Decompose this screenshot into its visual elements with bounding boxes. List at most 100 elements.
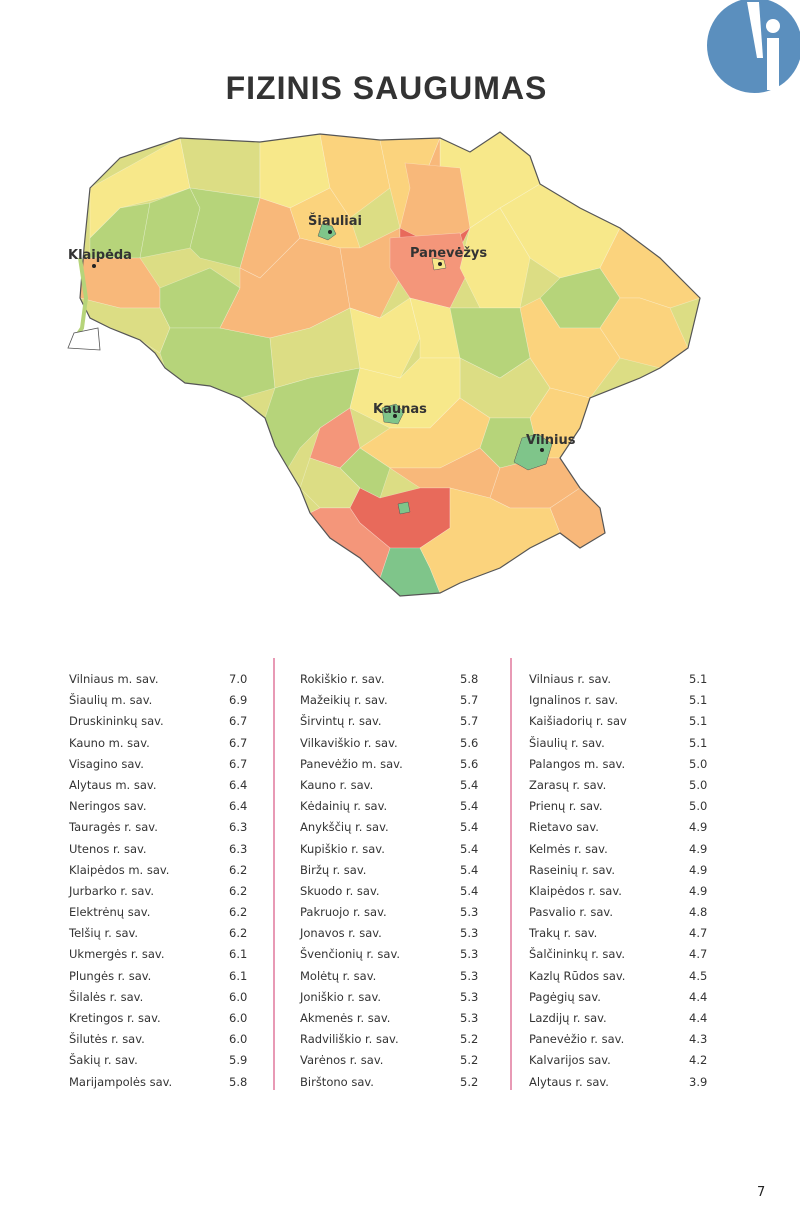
municipality-score: 5.4	[460, 883, 479, 898]
municipality-score: 4.9	[689, 862, 708, 877]
table-row: Mažeikių r. sav. 5.7	[300, 690, 480, 711]
municipality-score: 6.3	[229, 841, 248, 856]
municipality-score: 6.2	[229, 883, 248, 898]
table-row: Trakų r. sav. 4.7	[529, 923, 709, 944]
municipality-name: Neringos sav.	[69, 799, 147, 814]
municipality-name: Zarasų r. sav.	[529, 777, 607, 792]
table-row: Visagino sav. 6.7	[69, 754, 249, 775]
municipality-score: 4.7	[689, 926, 708, 941]
municipality-name: Tauragės r. sav.	[69, 820, 158, 835]
table-row: Biržų r. sav. 5.4	[300, 860, 480, 881]
municipality-score: 6.7	[229, 735, 248, 750]
table-row: Alytaus m. sav. 6.4	[69, 775, 249, 796]
municipality-name: Joniškio r. sav.	[300, 989, 382, 1004]
municipality-name: Švenčionių r. sav.	[300, 947, 401, 962]
municipality-score: 5.4	[460, 777, 479, 792]
municipality-score: 3.9	[689, 1074, 708, 1089]
municipality-score: 6.2	[229, 926, 248, 941]
table-row: Prienų r. sav. 5.0	[529, 796, 709, 817]
city-label-kaunas: Kaunas	[373, 402, 427, 417]
municipality-name: Šakių r. sav.	[69, 1053, 138, 1068]
table-row: Klaipėdos r. sav. 4.9	[529, 881, 709, 902]
table-row: Vilniaus r. sav. 5.1	[529, 669, 709, 690]
municipality-name: Rietavo sav.	[529, 820, 599, 835]
table-row: Kretingos r. sav. 6.0	[69, 1008, 249, 1029]
municipality-name: Pakruojo r. sav.	[300, 905, 387, 920]
ranking-column-2: Rokiškio r. sav. 5.8 Mažeikių r. sav. 5.7 Ši…	[300, 669, 480, 1093]
logo-icon	[707, 0, 800, 93]
municipality-name: Klaipėdos m. sav.	[69, 862, 170, 877]
table-row: Švenčionių r. sav. 5.3	[300, 944, 480, 965]
municipality-name: Kauno r. sav.	[300, 777, 374, 792]
table-row: Druskininkų sav. 6.7	[69, 711, 249, 732]
table-row: Rietavo sav. 4.9	[529, 817, 709, 838]
municipality-score: 5.1	[689, 693, 708, 708]
table-row: Lazdijų r. sav. 4.4	[529, 1008, 709, 1029]
ranking-column-1: Vilniaus m. sav. 7.0 Šiaulių m. sav. 6.9 Dru…	[69, 669, 249, 1093]
municipality-name: Pasvalio r. sav.	[529, 905, 613, 920]
municipality-score: 6.3	[229, 820, 248, 835]
table-row: Šiaulių m. sav. 6.9	[69, 690, 249, 711]
page-title: FIZINIS SAUGUMAS	[225, 70, 548, 106]
city-dot-klaipeda	[92, 264, 96, 268]
municipality-name: Kelmės r. sav.	[529, 841, 608, 856]
municipality-name: Kėdainių r. sav.	[300, 799, 388, 814]
municipality-name: Kretingos r. sav.	[69, 1011, 161, 1025]
table-row: Radviliškio r. sav. 5.2	[300, 1029, 480, 1050]
municipality-score: 6.0	[229, 989, 248, 1004]
municipality-score: 5.1	[689, 672, 708, 686]
municipality-score: 6.1	[229, 968, 248, 983]
municipality-score: 5.4	[460, 841, 479, 856]
municipality-score: 5.0	[689, 756, 708, 771]
municipality-name: Marijampolės sav.	[69, 1074, 173, 1089]
municipality-name: Klaipėdos r. sav.	[529, 883, 622, 898]
municipality-name: Telšių r. sav.	[69, 926, 139, 941]
municipality-name: Utenos r. sav.	[69, 841, 147, 856]
city-label-panevezys: Panevėžys	[410, 246, 487, 261]
table-row: Birštono sav. 5.2	[300, 1072, 480, 1093]
municipality-score: 5.3	[460, 968, 479, 983]
table-row: Alytaus r. sav. 3.9	[529, 1072, 709, 1093]
municipality-name: Jonavos r. sav.	[300, 926, 382, 941]
municipality-name: Šiaulių r. sav.	[529, 735, 605, 750]
table-row: Marijampolės sav. 5.8	[69, 1072, 249, 1093]
municipality-name: Panevėžio r. sav.	[529, 1032, 625, 1047]
municipality-name: Molėtų r. sav.	[300, 968, 377, 983]
municipality-name: Panevėžio m. sav.	[300, 756, 403, 771]
municipality-name: Kaišiadorių r. sav	[529, 714, 627, 729]
municipality-score: 6.4	[229, 799, 248, 814]
table-row: Ignalinos r. sav. 5.1	[529, 690, 709, 711]
municipality-name: Vilniaus r. sav.	[529, 672, 612, 686]
municipality-name: Vilniaus m. sav.	[69, 672, 159, 686]
table-row: Utenos r. sav. 6.3	[69, 839, 249, 860]
municipality-name: Akmenės r. sav.	[300, 1011, 391, 1025]
municipality-score: 4.8	[689, 905, 708, 920]
table-row: Anykščių r. sav. 5.4	[300, 817, 480, 838]
table-row: Raseinių r. sav. 4.9	[529, 860, 709, 881]
table-row: Skuodo r. sav. 5.4	[300, 881, 480, 902]
municipality-score: 4.7	[689, 947, 708, 962]
municipality-score: 6.7	[229, 714, 248, 729]
municipality-name: Birštono sav.	[300, 1074, 374, 1089]
table-row: Jonavos r. sav. 5.3	[300, 923, 480, 944]
municipality-score: 5.7	[460, 693, 479, 708]
municipality-name: Varėnos r. sav.	[300, 1053, 384, 1068]
municipality-name: Kupiškio r. sav.	[300, 841, 385, 856]
municipality-score: 5.3	[460, 905, 479, 920]
municipality-score: 5.3	[460, 1011, 479, 1025]
municipality-name: Kauno m. sav.	[69, 735, 150, 750]
municipality-name: Vilkaviškio r. sav.	[300, 735, 398, 750]
municipality-score: 6.0	[229, 1032, 248, 1047]
municipality-name: Visagino sav.	[69, 756, 144, 771]
municipality-name: Kalvarijos sav.	[529, 1053, 611, 1068]
table-row: Širvintų r. sav. 5.7	[300, 711, 480, 732]
municipality-name: Prienų r. sav.	[529, 799, 603, 814]
municipality-score: 5.2	[460, 1074, 479, 1089]
city-dot-panevezys	[438, 262, 442, 266]
municipality-name: Pagėgių sav.	[529, 989, 601, 1004]
city-dot-vilnius	[540, 448, 544, 452]
table-row: Varėnos r. sav. 5.2	[300, 1050, 480, 1071]
municipality-name: Jurbarko r. sav.	[69, 883, 155, 898]
municipality-score: 6.2	[229, 862, 248, 877]
ranking-column-3: Vilniaus r. sav. 5.1 Ignalinos r. sav. 5.1 K…	[529, 669, 709, 1093]
